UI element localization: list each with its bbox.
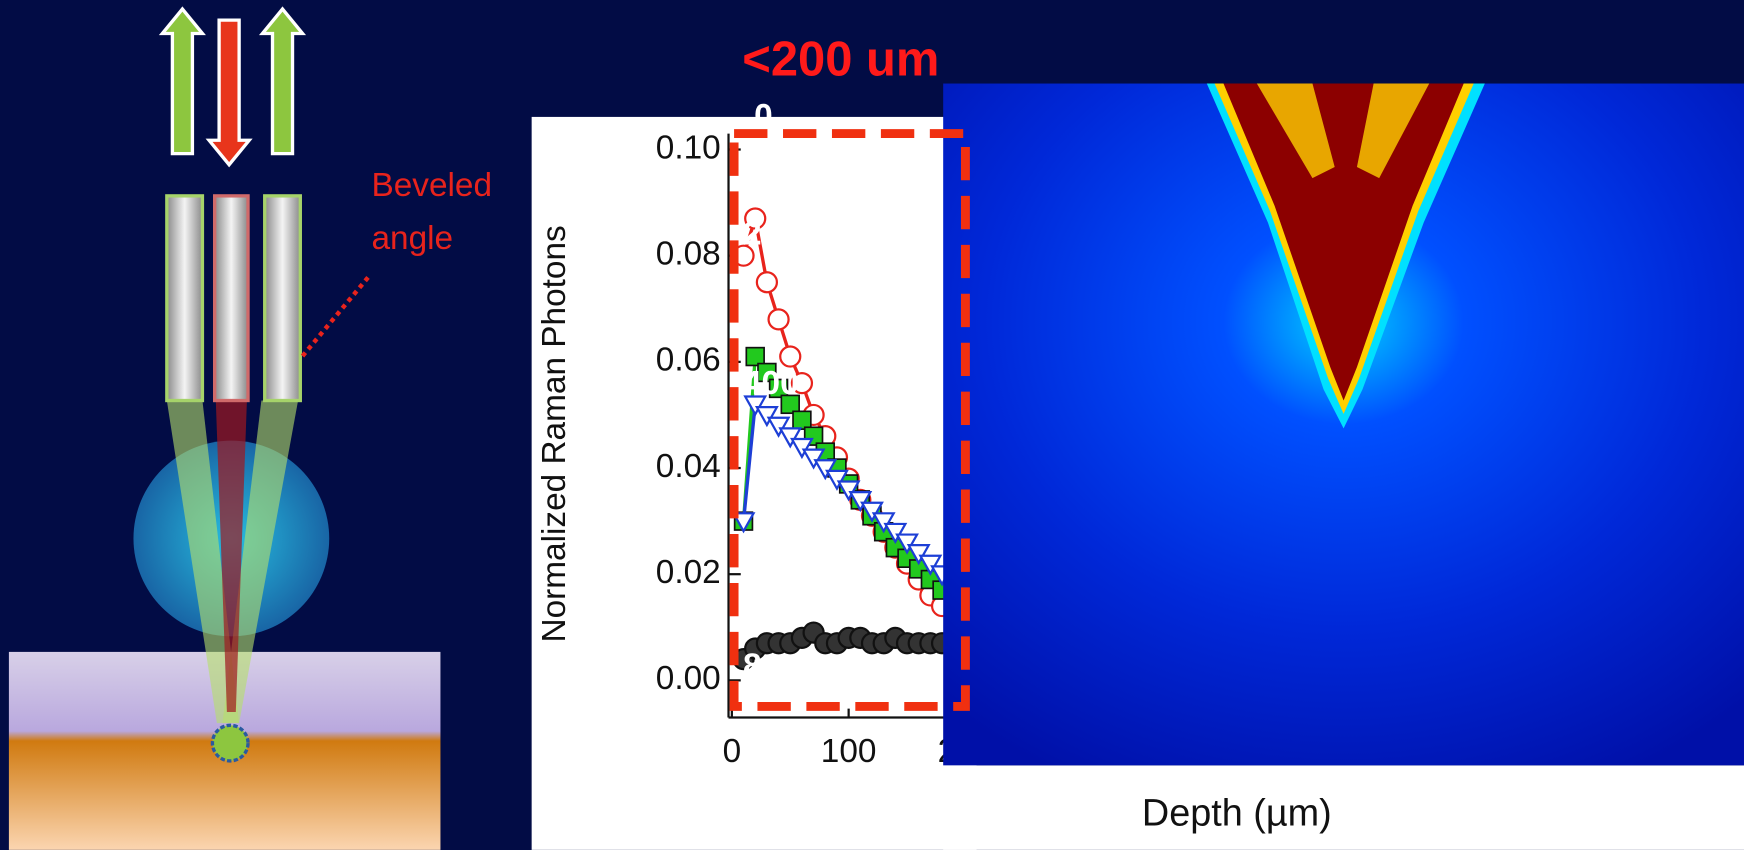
x-tick-label: 0 [723,733,742,770]
probe-diagram: Beveled angle [8,6,492,850]
marker [883,522,908,545]
y-tick-label: 0.00 [656,660,721,697]
x-tick-label: 100 [821,733,877,770]
fiber [212,194,250,403]
marker [790,371,814,395]
arrow-up [258,6,307,156]
marker [779,345,802,368]
fiber [263,194,302,403]
marker [780,394,800,415]
arrow-down [205,18,253,168]
x-axis-label: Depth (µm) [1142,792,1332,834]
marker [825,469,849,491]
marker [801,448,826,470]
marker [766,416,791,438]
overlay-label: 2 [743,216,762,253]
pointer [300,274,371,358]
y-axis-label: Normalized Raman Photons [536,225,573,642]
overlay-label: 0 [754,98,773,135]
heat-zone [1256,83,1335,179]
marker [871,512,896,534]
y-tick-label: 0.08 [656,235,721,272]
heat-zone [1223,83,1464,401]
marker [792,410,812,430]
y-tick-label: 0.04 [656,448,721,485]
y-tick-label: 0.10 [656,129,721,166]
annotation: Beveled [371,167,492,204]
marker [790,437,814,460]
y-tick-label: 0.02 [656,554,721,591]
marker [767,308,790,331]
marker [757,362,777,383]
marker [836,480,861,502]
marker [778,427,803,449]
marker [754,406,779,428]
marker [813,459,838,481]
marker [860,501,884,523]
marker [848,490,873,513]
marker [744,207,767,230]
focal-spot [210,723,250,763]
annotation: angle [371,220,453,257]
light-cone [166,400,240,724]
laser-beam [215,400,247,712]
marker [918,554,943,576]
marker [755,271,779,294]
marker [906,544,931,566]
highlight-box [729,129,970,711]
marker [745,346,765,367]
heatmap [943,83,1744,766]
annotation: <200 um [742,32,939,86]
y-tick-label: 0.06 [656,342,721,379]
overlay-label: 400 [743,365,799,402]
marker [743,395,768,417]
fiber [165,194,205,403]
overlay-label: 8 [743,647,762,684]
arrow-up [158,6,206,156]
chart-panel [531,116,977,850]
heat-zone [1356,83,1430,179]
marker [768,378,789,399]
light-cone [222,400,299,724]
marker [895,533,919,555]
chart-panel [943,765,1744,850]
